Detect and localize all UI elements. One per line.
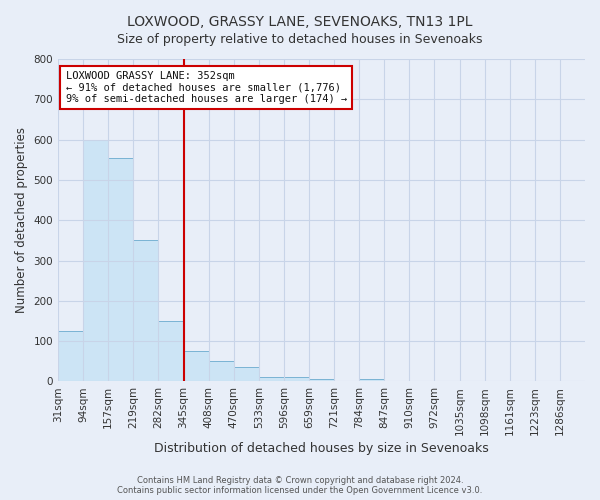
Bar	[259, 376, 284, 382]
Bar	[184, 351, 209, 382]
Text: LOXWOOD GRASSY LANE: 352sqm
← 91% of detached houses are smaller (1,776)
9% of s: LOXWOOD GRASSY LANE: 352sqm ← 91% of det…	[65, 71, 347, 104]
Text: Contains HM Land Registry data © Crown copyright and database right 2024.
Contai: Contains HM Land Registry data © Crown c…	[118, 476, 482, 495]
Bar	[108, 158, 133, 382]
Bar	[284, 378, 309, 382]
Text: Size of property relative to detached houses in Sevenoaks: Size of property relative to detached ho…	[117, 32, 483, 46]
Bar	[209, 362, 233, 382]
Bar	[83, 140, 108, 382]
Bar	[233, 368, 259, 382]
Y-axis label: Number of detached properties: Number of detached properties	[15, 127, 28, 313]
Bar	[309, 380, 334, 382]
Text: LOXWOOD, GRASSY LANE, SEVENOAKS, TN13 1PL: LOXWOOD, GRASSY LANE, SEVENOAKS, TN13 1P…	[127, 15, 473, 29]
X-axis label: Distribution of detached houses by size in Sevenoaks: Distribution of detached houses by size …	[154, 442, 489, 455]
Bar	[58, 331, 83, 382]
Bar	[133, 240, 158, 382]
Bar	[359, 380, 384, 382]
Bar	[158, 321, 184, 382]
